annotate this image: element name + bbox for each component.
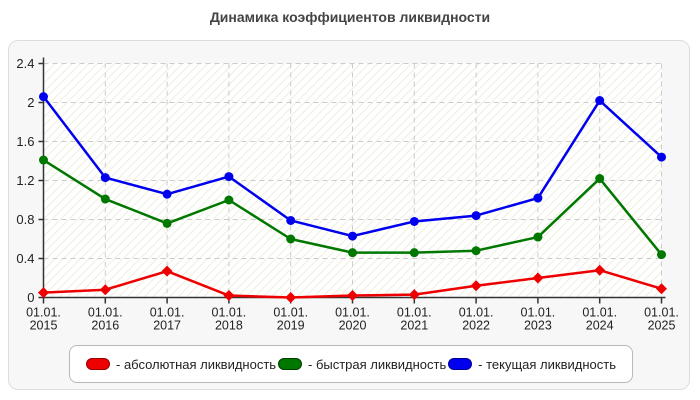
data-point-marker <box>470 280 482 292</box>
legend-swatch-absolute-icon <box>86 358 110 370</box>
svg-text:01.01.2016: 01.01. 2016 <box>88 306 123 333</box>
series-0-diamond <box>38 264 667 303</box>
svg-text:2.4: 2.4 <box>16 56 34 71</box>
legend-label-current: - текущая ликвидность <box>478 356 616 372</box>
chart-panel: 0 0.4 0.8 1.2 1.6 2 2.4 01.01. 2015 01.01. 2016 01.… <box>8 40 690 390</box>
data-point-marker <box>532 272 544 284</box>
data-point-marker <box>533 232 543 242</box>
data-point-marker <box>408 289 420 301</box>
data-point-marker <box>409 216 419 226</box>
svg-text:01.01.2022: 01.01. 2022 <box>459 306 494 333</box>
x-axis-labels: 01.01. 2015 01.01. 2016 01.01. 2017 01.01. 2018… <box>26 306 679 333</box>
svg-text:0.8: 0.8 <box>16 212 34 227</box>
data-point-marker <box>285 292 297 303</box>
data-point-marker <box>162 218 172 228</box>
gridlines <box>43 63 662 298</box>
svg-text:01.01.2017: 01.01. 2017 <box>150 306 185 333</box>
data-point-marker <box>39 155 48 165</box>
legend-item-current: - текущая ликвидность <box>448 357 616 372</box>
svg-text:1.2: 1.2 <box>16 173 34 188</box>
legend-swatch-quick-icon <box>278 358 302 370</box>
data-point-marker <box>100 194 110 204</box>
series-1-circle <box>39 155 666 260</box>
svg-text:01.01.2023: 01.01. 2023 <box>521 306 556 333</box>
legend-item-quick: - быстрая ликвидность <box>278 357 446 372</box>
data-point-marker <box>162 189 172 199</box>
svg-text:01.01.2018: 01.01. 2018 <box>212 306 247 333</box>
svg-text:01.01.2024: 01.01. 2024 <box>582 306 617 333</box>
chart-legend: - абсолютная ликвидность - быстрая ликви… <box>69 345 633 383</box>
svg-text:1.6: 1.6 <box>16 134 34 149</box>
data-point-marker <box>38 287 49 299</box>
data-point-marker <box>595 174 605 184</box>
legend-item-absolute: - абсолютная ликвидность <box>86 357 276 372</box>
legend-label-absolute: - абсолютная ликвидность <box>116 356 277 372</box>
legend-swatch-current-icon <box>448 358 473 370</box>
data-point-marker <box>224 172 234 182</box>
legend-label-quick: - быстрая ликвидность <box>308 356 447 372</box>
svg-text:01.01.2025: 01.01. 2025 <box>644 306 679 333</box>
data-point-marker <box>471 246 481 256</box>
svg-text:01.01.2021: 01.01. 2021 <box>397 306 432 333</box>
svg-text:0.4: 0.4 <box>16 251 34 266</box>
data-point-marker <box>656 283 667 295</box>
data-point-marker <box>594 264 606 276</box>
data-point-marker <box>224 195 234 205</box>
y-axis-labels: 0 0.4 0.8 1.2 1.6 2 2.4 <box>16 56 34 305</box>
data-point-marker <box>657 152 666 162</box>
svg-text:2: 2 <box>27 95 34 110</box>
data-point-marker <box>533 193 543 203</box>
page-title: Динамика коэффициентов ликвидности <box>209 9 491 25</box>
data-point-marker <box>347 290 358 302</box>
svg-text:01.01.2019: 01.01. 2019 <box>273 306 308 333</box>
data-point-marker <box>223 290 235 302</box>
svg-text:01.01.2020: 01.01. 2020 <box>335 306 370 333</box>
data-point-marker <box>100 173 110 183</box>
data-point-marker <box>348 248 357 258</box>
data-point-marker <box>471 211 481 221</box>
data-point-marker <box>409 248 419 258</box>
data-point-marker <box>595 96 605 106</box>
svg-text:01.01.2015: 01.01. 2015 <box>26 306 61 333</box>
data-point-marker <box>286 215 296 225</box>
series-2-circle <box>39 92 666 241</box>
data-point-marker <box>161 265 173 277</box>
data-point-marker <box>39 92 48 102</box>
data-point-marker <box>657 250 666 260</box>
data-point-marker <box>99 284 111 296</box>
data-point-marker <box>286 234 296 244</box>
svg-text:0: 0 <box>27 290 34 305</box>
data-point-marker <box>348 231 357 241</box>
